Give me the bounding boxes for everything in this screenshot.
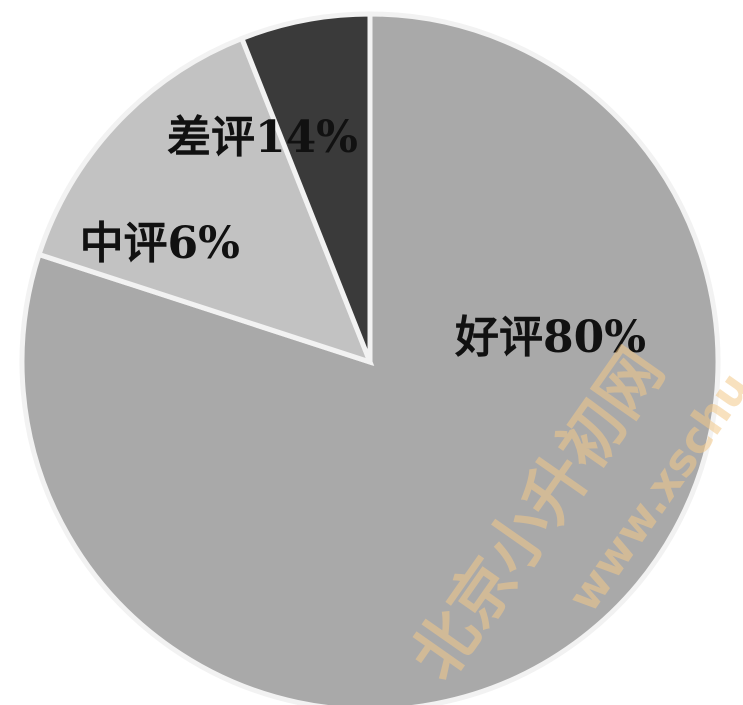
pie-slice-0 xyxy=(19,11,721,705)
pie-slice-label-0: 好评80% xyxy=(454,312,646,363)
pie-slice-1 xyxy=(35,35,375,367)
pie-slice-label-2: 中评6% xyxy=(80,218,240,269)
pie-slices xyxy=(19,11,721,705)
pie-slice-2 xyxy=(238,11,373,363)
pie-labels: 好评80% 差评14% 中评6% xyxy=(80,112,646,363)
pie-slice-label-1: 差评14% xyxy=(167,112,358,163)
